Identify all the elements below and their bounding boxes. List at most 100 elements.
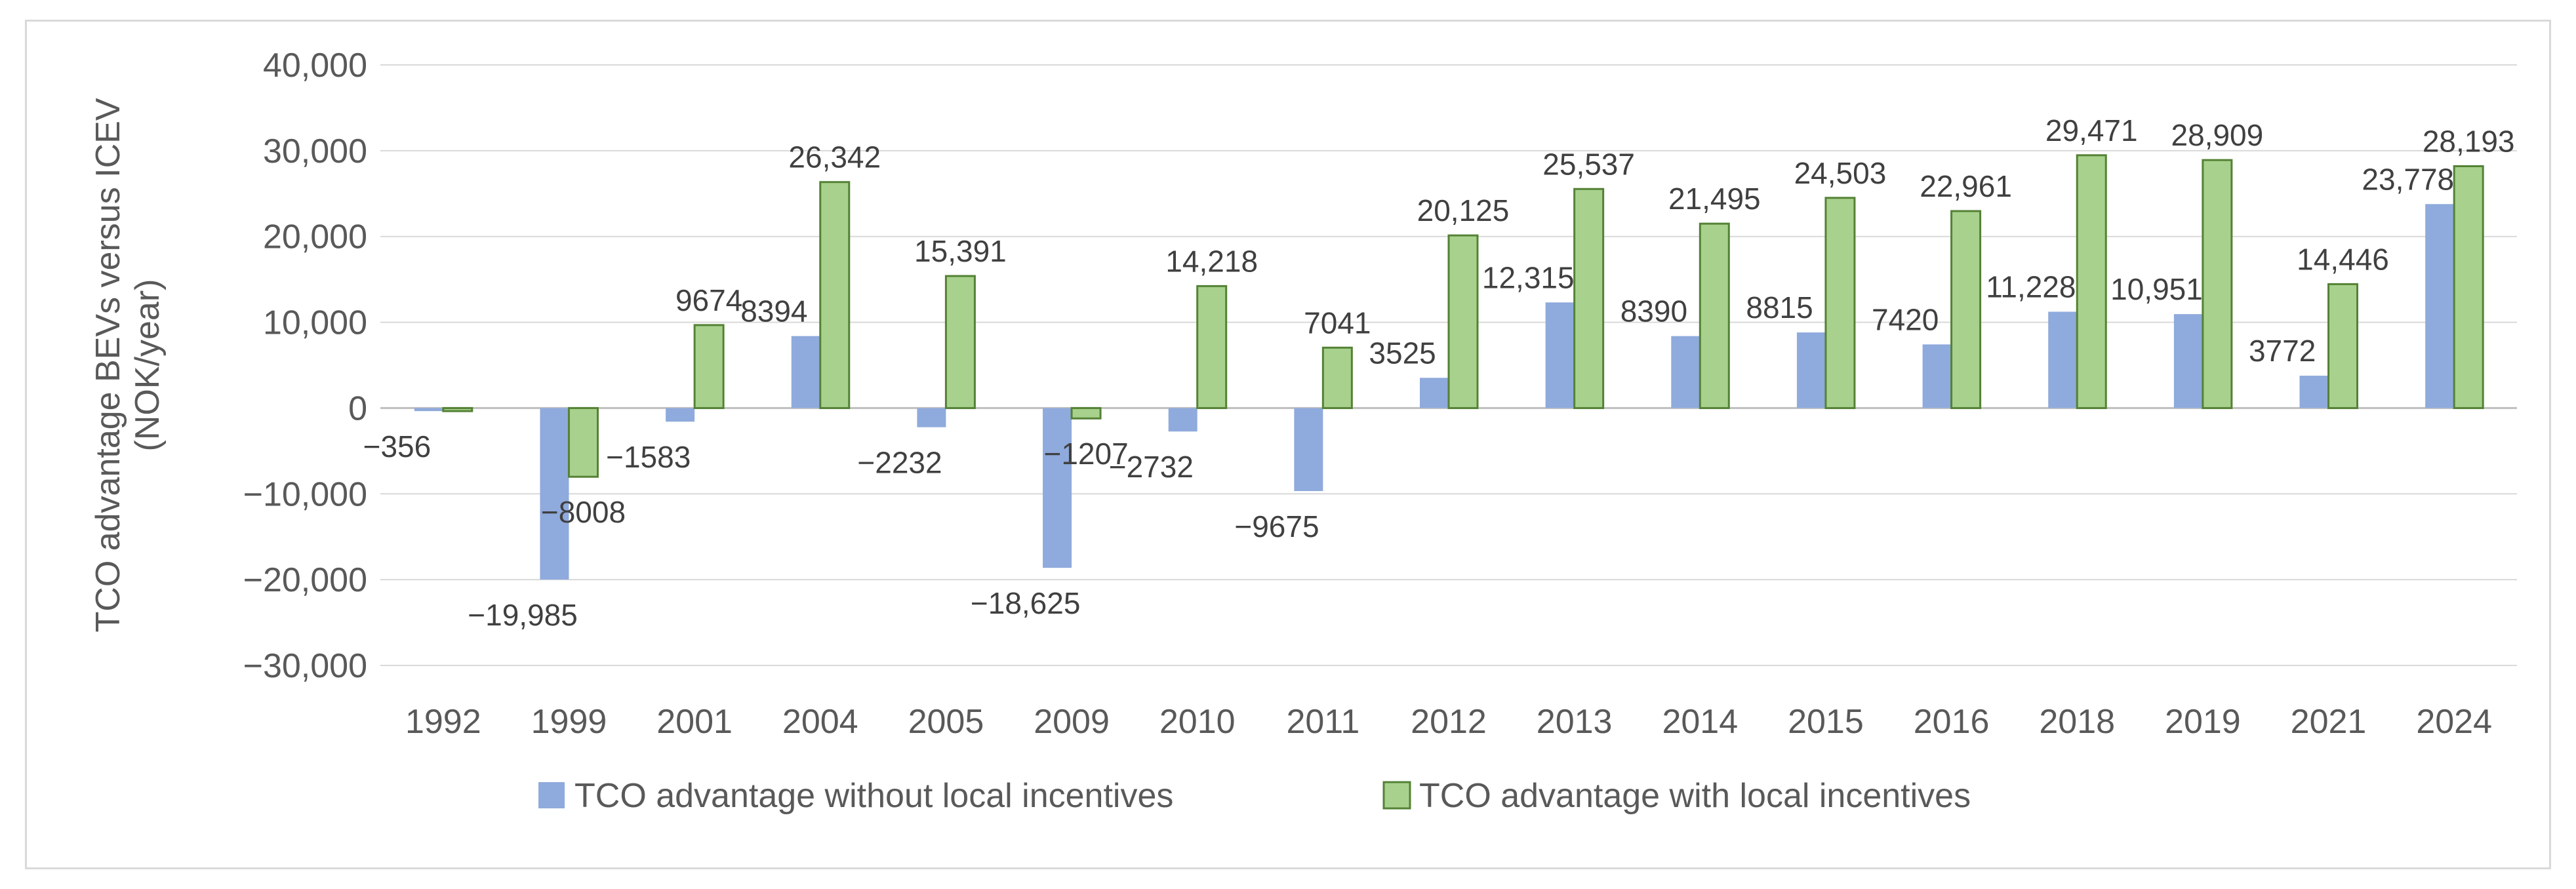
bar-without-incentives [1545,302,1575,408]
bar-with-incentives [1196,285,1228,409]
data-label-with-incentives: 29,471 [2045,113,2138,148]
bar-with-incentives [1070,406,1102,420]
data-label-with-incentives: 28,193 [2423,125,2515,159]
data-label-without-incentives: 3772 [2249,334,2316,368]
data-label-without-incentives: 7420 [1872,302,1939,336]
x-tick-label: 2005 [908,703,984,741]
data-label-without-incentives: 8815 [1746,290,1813,325]
bar-with-incentives [1699,222,1730,409]
y-tick-label: 0 [348,389,367,427]
legend-swatch-with-incentives [1382,781,1411,810]
data-label-with-incentives: 20,125 [1417,193,1510,227]
x-tick-label: 2015 [1788,703,1864,741]
x-tick-label: 2011 [1286,703,1359,741]
data-label-without-incentives: 8394 [740,294,807,328]
data-label-without-incentives: −2232 [857,446,942,480]
bar-without-incentives [2425,204,2455,408]
x-tick-label: 2009 [1034,703,1110,741]
bar-with-incentives [693,324,725,409]
bar-without-incentives [1043,408,1072,568]
bar-without-incentives [2048,311,2078,408]
x-tick-label: 1992 [405,703,481,741]
data-label-without-incentives: 3525 [1369,336,1436,370]
bar-without-incentives [917,408,946,427]
x-tick-label: 2021 [2291,703,2367,741]
bar-with-incentives [567,406,599,478]
data-label-with-incentives: 26,342 [788,140,881,174]
x-tick-label: 2024 [2416,703,2492,741]
bar-with-incentives [2453,165,2484,409]
y-tick-label: 10,000 [263,304,367,342]
data-label-without-incentives: 11,228 [1986,270,2076,304]
x-tick-label: 2018 [2039,703,2115,741]
bar-without-incentives [1168,408,1197,432]
x-tick-label: 1999 [531,703,607,741]
data-label-with-incentives: −8008 [541,495,626,529]
bar-with-incentives [1447,234,1479,409]
chart-frame [25,20,2551,869]
y-tick-label: −10,000 [243,475,367,513]
bar-without-incentives [414,408,443,412]
bar-without-incentives [1294,408,1323,492]
legend-label-without-incentives: TCO advantage without local incentives [574,777,1173,815]
x-tick-label: 2010 [1159,703,1236,741]
bar-without-incentives [2299,376,2329,408]
data-label-with-incentives: 24,503 [1794,156,1887,190]
data-label-without-incentives: −2732 [1109,450,1194,484]
bar-with-incentives [1321,346,1353,409]
data-label-with-incentives: 7041 [1304,306,1371,340]
data-label-without-incentives: 12,315 [1482,260,1575,294]
bar-with-incentives [2327,283,2359,409]
data-label-with-incentives: 21,495 [1668,182,1761,216]
x-tick-label: 2016 [1914,703,1990,741]
y-axis-title: (NOK/year) [129,279,167,452]
x-tick-label: 2012 [1411,703,1487,741]
y-tick-label: −30,000 [243,647,367,685]
x-tick-label: 2001 [656,703,733,741]
data-label-with-incentives: 9674 [675,283,742,317]
bar-without-incentives [2173,314,2203,408]
bar-without-incentives [1796,332,1826,408]
y-tick-label: 20,000 [263,218,367,256]
bar-without-incentives [791,336,820,408]
data-label-without-incentives: 8390 [1620,294,1687,328]
data-label-without-incentives: 23,778 [2362,162,2454,196]
bar-with-incentives [1573,188,1605,409]
y-tick-label: 30,000 [263,132,367,170]
data-label-without-incentives: −1583 [606,440,691,474]
bar-with-incentives [944,275,976,409]
bar-with-incentives [819,181,851,409]
data-label-without-incentives: −18,625 [971,586,1081,620]
x-tick-label: 2014 [1662,703,1738,741]
bar-without-incentives [540,408,569,580]
data-label-with-incentives: 28,909 [2171,118,2264,152]
legend-label-with-incentives: TCO advantage with local incentives [1419,777,1971,815]
bar-without-incentives [1922,344,1952,408]
legend-swatch-without-incentives [538,782,565,808]
data-label-with-incentives: 25,537 [1542,147,1635,181]
bar-with-incentives [1824,197,1856,409]
data-label-with-incentives: 14,218 [1165,244,1258,278]
data-label-without-incentives: −356 [363,429,432,464]
data-label-without-incentives: −9675 [1234,509,1319,543]
bar-without-incentives [666,408,695,422]
bar-without-incentives [1420,378,1449,408]
bar-with-incentives [2202,159,2233,409]
x-tick-label: 2004 [782,703,858,741]
data-label-without-incentives: 10,951 [2110,272,2203,306]
x-tick-label: 2019 [2165,703,2241,741]
data-label-with-incentives: 14,446 [2297,242,2389,276]
bar-with-incentives [2076,154,2107,409]
y-tick-label: 40,000 [263,47,367,85]
bar-with-incentives [1950,210,1982,409]
data-label-without-incentives: −19,985 [468,598,578,632]
data-label-with-incentives: −1207 [1043,437,1128,471]
data-label-with-incentives: 15,391 [914,234,1007,268]
x-tick-label: 2013 [1537,703,1613,741]
bar-with-incentives [442,406,473,412]
data-label-with-incentives: 22,961 [1920,169,2012,203]
y-tick-label: −20,000 [243,561,367,599]
bar-without-incentives [1671,336,1701,408]
y-axis-title: TCO advantage BEVs versus ICEV [89,98,127,632]
